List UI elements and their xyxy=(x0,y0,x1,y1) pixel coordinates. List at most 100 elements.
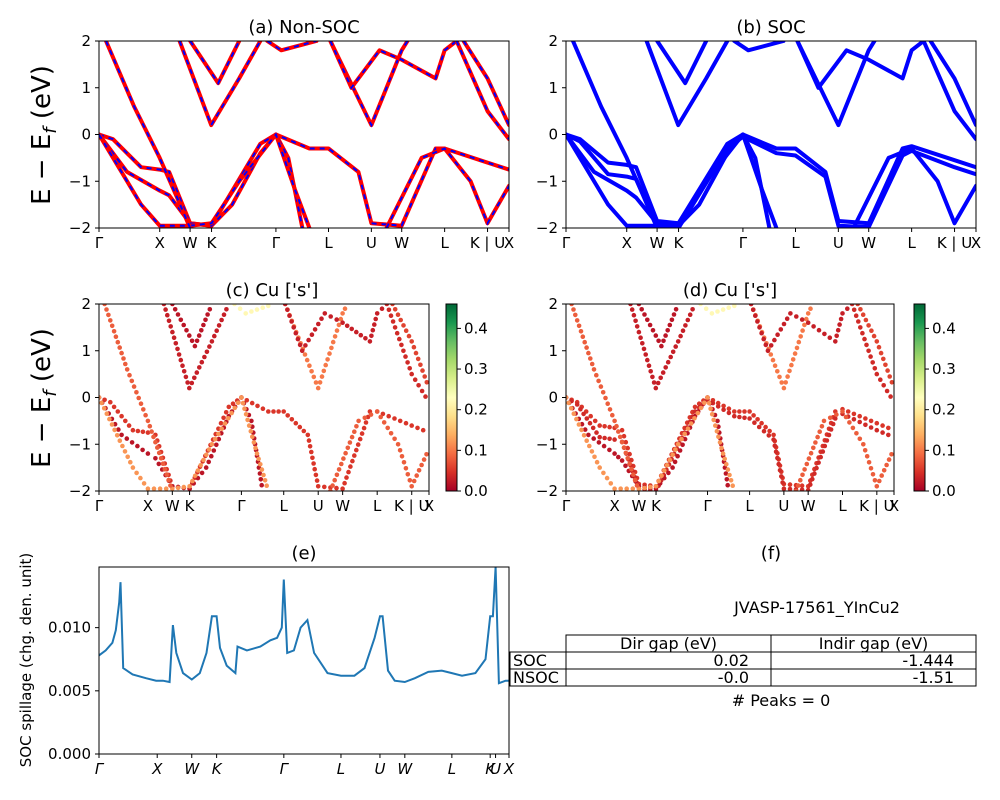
band-point xyxy=(415,356,421,362)
band-point xyxy=(799,483,805,489)
band-point xyxy=(245,417,250,423)
band-point xyxy=(787,368,792,374)
band-point xyxy=(573,312,578,318)
band-point xyxy=(203,465,209,470)
band-point xyxy=(682,431,687,437)
x-tick-label: U xyxy=(374,760,385,778)
band-point xyxy=(403,466,409,471)
band-point xyxy=(642,485,647,491)
band-point xyxy=(884,462,889,468)
band-line-3 xyxy=(566,132,779,228)
band-point xyxy=(388,431,394,436)
band-point xyxy=(111,404,117,410)
band-point xyxy=(868,425,874,430)
band-point xyxy=(759,330,764,336)
band-point xyxy=(603,395,608,401)
band-point xyxy=(262,478,268,483)
band-point xyxy=(598,384,604,389)
band-point xyxy=(178,357,184,363)
axes-frame xyxy=(98,303,430,492)
colorbar-tick-label: 0.4 xyxy=(932,319,956,337)
band-point xyxy=(580,334,586,340)
band-point xyxy=(709,311,715,316)
band-point xyxy=(214,328,219,334)
y-tick-label: −2 xyxy=(536,482,558,500)
band-point xyxy=(670,452,675,458)
band-point xyxy=(306,438,312,443)
x-tick-label: W xyxy=(165,497,180,515)
x-tick-label: U xyxy=(366,234,377,252)
band-point xyxy=(157,486,163,491)
band-point xyxy=(149,429,154,434)
band-point xyxy=(289,319,294,324)
band-point xyxy=(794,314,799,319)
gap-table: Dir gap (eV) Indir gap (eV) SOC 0.02 -1.444 N… xyxy=(509,634,977,687)
x-tick-label: Γ xyxy=(562,497,571,515)
band-point xyxy=(411,478,417,484)
band-point xyxy=(140,429,146,435)
band-point xyxy=(845,306,850,312)
band-point xyxy=(106,312,111,318)
band-point xyxy=(629,307,635,312)
band-point xyxy=(767,428,772,434)
band-line-overlay-9 xyxy=(385,147,509,228)
band-point xyxy=(680,328,686,334)
band-point xyxy=(692,416,697,421)
band-point xyxy=(646,363,652,369)
band-point xyxy=(653,385,659,391)
band-point xyxy=(840,409,845,414)
colorbar-gradient xyxy=(445,303,458,492)
y-tick-label: 0.000 xyxy=(48,745,91,763)
band-point xyxy=(706,400,712,406)
band-point xyxy=(673,344,678,349)
panel-e-soc-spillage: (e) SOC spillage (chg. den. unit) 0.000 0… xyxy=(17,543,515,778)
band-point xyxy=(863,422,868,428)
band-point xyxy=(645,317,650,323)
band-point xyxy=(719,445,724,451)
band-point xyxy=(805,320,811,326)
band-point xyxy=(130,465,136,470)
band-point xyxy=(880,423,885,428)
band-point xyxy=(399,342,404,348)
y-tick-label: 0 xyxy=(81,126,91,144)
band-point xyxy=(340,320,345,326)
band-point xyxy=(768,343,774,348)
band-point xyxy=(232,405,238,411)
panel-a-ylabel: E − Ef (eV) xyxy=(27,65,61,205)
band-point xyxy=(424,380,429,385)
band-line-7 xyxy=(328,41,410,128)
band-point xyxy=(802,467,807,472)
band-point xyxy=(411,344,417,350)
band-point xyxy=(367,339,373,344)
band-point xyxy=(246,423,252,428)
band-point xyxy=(845,409,851,414)
band-point xyxy=(397,418,403,424)
band-point xyxy=(207,307,213,312)
band-point xyxy=(249,418,254,424)
band-point xyxy=(818,454,823,460)
band-point xyxy=(414,473,420,478)
band-point xyxy=(181,369,187,374)
band-point xyxy=(311,461,316,466)
band-point xyxy=(631,312,637,318)
band-point xyxy=(190,478,195,484)
band-point xyxy=(789,362,794,368)
band-point xyxy=(285,413,291,418)
x-tick-label: W xyxy=(394,234,409,252)
band-point xyxy=(878,350,884,356)
band-line-overlay-0 xyxy=(99,133,509,227)
band-point xyxy=(126,423,132,428)
band-line-overlay-5 xyxy=(189,41,241,86)
band-point xyxy=(634,483,640,488)
x-tick-label: X xyxy=(143,497,153,515)
table-cell: NSOC xyxy=(513,668,559,687)
band-point xyxy=(141,481,147,486)
band-point xyxy=(616,429,621,434)
band-point xyxy=(421,457,427,462)
band-point xyxy=(342,480,347,486)
band-point xyxy=(636,329,642,335)
band-point xyxy=(424,452,429,457)
band-point xyxy=(237,306,243,312)
band-point xyxy=(685,426,691,432)
